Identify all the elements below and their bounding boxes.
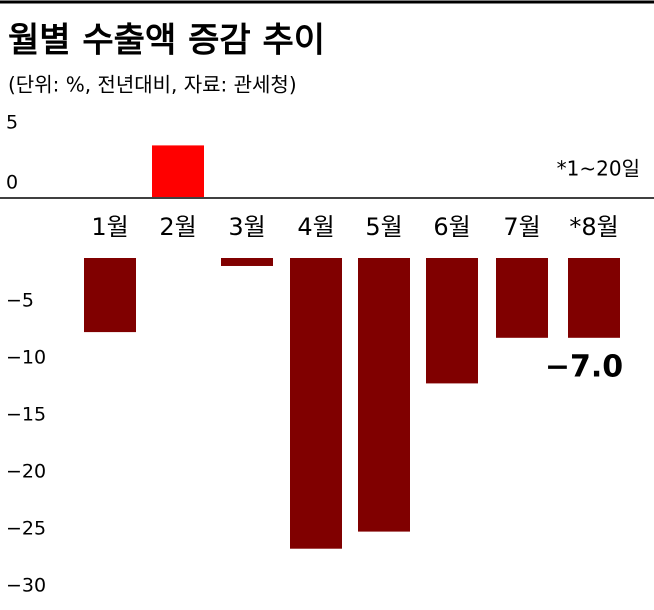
x-tick-label: 6월 xyxy=(433,213,470,241)
value-label: −7.0 xyxy=(545,349,623,384)
annotation: *1~20일 xyxy=(557,157,640,181)
y-tick-label: −10 xyxy=(6,347,46,369)
bar xyxy=(568,258,620,338)
chart-title: 월별 수출액 증감 추이 xyxy=(8,21,325,61)
chart-subtitle: (단위: %, 전년대비, 자료: 관세청) xyxy=(8,73,297,97)
y-tick-label: −25 xyxy=(6,518,46,540)
y-tick-label: −5 xyxy=(6,290,34,312)
x-tick-label: 1월 xyxy=(91,213,128,241)
bar xyxy=(290,258,342,549)
x-tick-label: 3월 xyxy=(228,213,265,241)
y-tick-label: −30 xyxy=(6,575,46,597)
y-tick-label: −20 xyxy=(6,461,46,483)
x-tick-label: *8월 xyxy=(569,213,618,241)
y-tick-label: 0 xyxy=(6,172,18,194)
x-tick-label: 7월 xyxy=(503,213,540,241)
bar xyxy=(84,258,136,333)
bar xyxy=(221,258,273,266)
bar xyxy=(426,258,478,384)
x-tick-label: 5월 xyxy=(365,213,402,241)
y-tick-label: 5 xyxy=(6,112,18,134)
bar xyxy=(152,145,204,197)
x-tick-label: 2월 xyxy=(159,213,196,241)
bar xyxy=(358,258,410,532)
y-tick-label: −15 xyxy=(6,404,46,426)
x-tick-label: 4월 xyxy=(297,213,334,241)
bar xyxy=(496,258,548,338)
